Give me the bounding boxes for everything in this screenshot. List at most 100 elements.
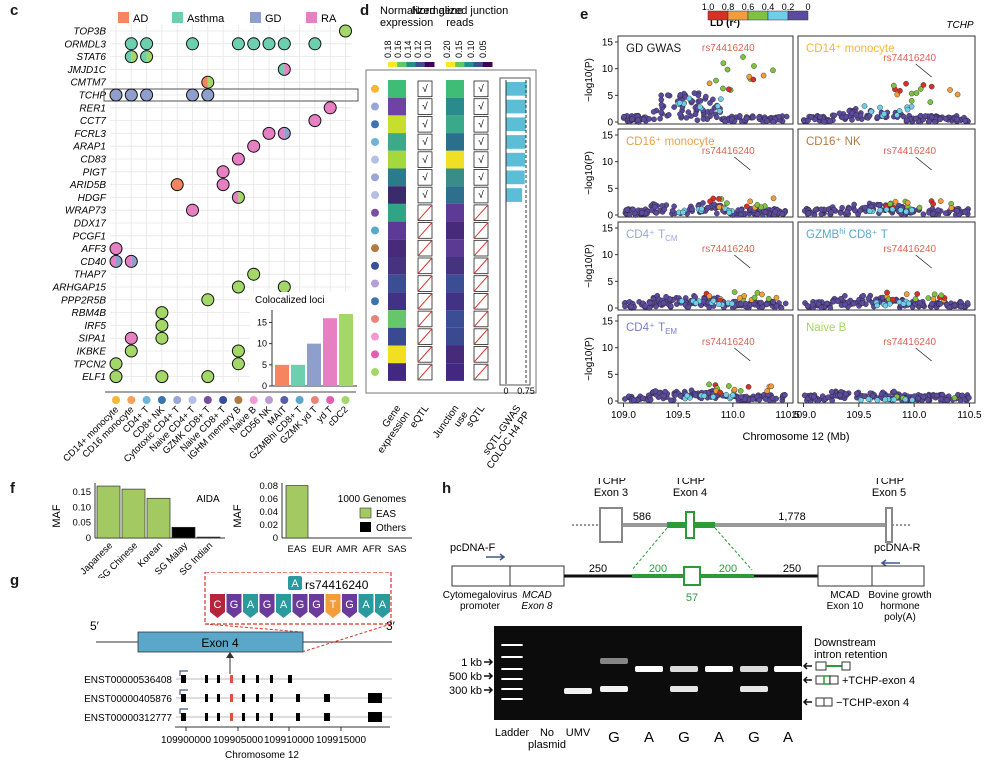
snp-point-ld [905,300,912,307]
eqtl-cell [417,80,433,98]
y-tick-label: 5 [607,91,613,102]
gene-tick: 0.10 [423,40,433,58]
sqtl-check: √ [478,136,484,148]
gene-label: RBM4B [72,308,107,319]
gel-size-label: 300 kb [449,685,482,697]
sqtl-slash [473,363,489,381]
snp-point [764,118,770,124]
gene-cell [388,115,406,134]
exon4-highlight [230,713,233,721]
lane-label: G [608,729,620,746]
snp-point-ld [877,104,883,111]
snp-point [658,92,664,99]
snp-point-ld [710,298,717,304]
snp-point-ld [730,392,736,398]
snp-point [942,210,949,216]
snp-point-ld [920,82,927,88]
inset-bar [307,343,321,386]
y-tick-label: 10 [602,250,614,261]
eqtl-slash [417,310,433,328]
gene-label: STAT6 [76,52,106,63]
snp-point [639,209,645,216]
gene-tick: 0.18 [383,40,393,58]
snp-point [770,119,777,125]
inset-bar [323,318,337,386]
coloc-dot [339,24,352,38]
gene-cell [388,292,406,311]
snp-point-ld [925,295,932,301]
x-tick-label: 109.0 [611,410,636,421]
left-y-tick: 0.15 [73,487,92,498]
transcript-exon [181,675,186,683]
snp-point-ld [908,90,915,97]
coloc-dot [155,318,169,332]
exon4-label: Exon 4 [201,636,239,650]
snp-point [859,300,866,306]
snp-point-ld [890,82,897,89]
gel-band [501,678,523,680]
panel-h-letter: h [442,480,452,497]
coloc-dot [124,344,138,358]
transcript-exon [368,693,382,703]
snp-point [713,114,720,121]
snp-point [671,203,677,210]
mcad10-label: MCAD Exon 10 [827,590,864,612]
snp-point [630,206,636,213]
lane-label: A [783,729,793,746]
snp-point-ld [930,296,937,302]
coloc-dot [109,88,123,102]
coloc-dot-half [131,255,138,268]
snp-point-ld [903,291,910,297]
junction-colorbar [446,62,456,67]
snp-point-ld [889,206,896,213]
x-tick-label: 109.5 [666,410,691,421]
right-y-tick: 0 [273,533,278,544]
population-label: AMR [336,544,357,555]
snp-point [772,208,779,215]
gene-label: CMTM7 [70,78,106,89]
panel-c-dotplot: ADAsthmaGDRASLETOP3BORMDL3STAT6JMJD1CCMT… [52,12,359,465]
coloc-dot [231,344,245,358]
junction-cell [446,363,464,381]
snp-point-ld [764,388,770,394]
x-tick-label: 110.5 [957,410,982,421]
gel-band [600,658,628,664]
cell-type-dot [265,396,273,404]
seq-base: A [379,599,387,611]
chrom-tick-label: 109905000 [213,735,263,746]
eqtl-cell [417,98,433,115]
snp-point-ld [892,198,899,205]
mini-exon-r [823,697,833,707]
snp-point-ld [890,296,896,303]
chrom-label: Chromosome 12 [225,750,299,761]
snp-point [878,391,885,398]
legend-swatch-ra [306,12,317,23]
snp-point-ld [903,80,909,87]
junction-cell [446,327,464,346]
ld-swatch [747,10,769,21]
lane-label: G [678,729,690,746]
gene-label: ARHGAP15 [52,283,107,294]
snp-point [937,116,943,123]
cell-type-dot [295,396,304,404]
y-tick-label: 0 [607,397,613,408]
snp-point [810,393,817,400]
y-tick-label: 5 [607,370,613,381]
snp-point [926,118,932,125]
snp-point-ld [874,397,881,404]
row-cell-dot [371,120,379,129]
pp-bar [506,82,527,96]
snp-point-ld [750,76,757,83]
gel-band [670,666,698,672]
snp-point-ld [751,63,757,69]
snp-pointer [734,156,751,171]
gel-band [564,688,592,694]
subpanel-title: CD4⁺ TCM [626,229,678,243]
sqtl-check: √ [478,189,484,201]
snp-point [624,206,631,213]
pp-bar [506,99,527,114]
transcript-exon [270,713,273,721]
snp-label: rs74416240 [702,146,755,157]
seq-base: G [296,599,305,611]
eqtl-cell [417,116,433,133]
